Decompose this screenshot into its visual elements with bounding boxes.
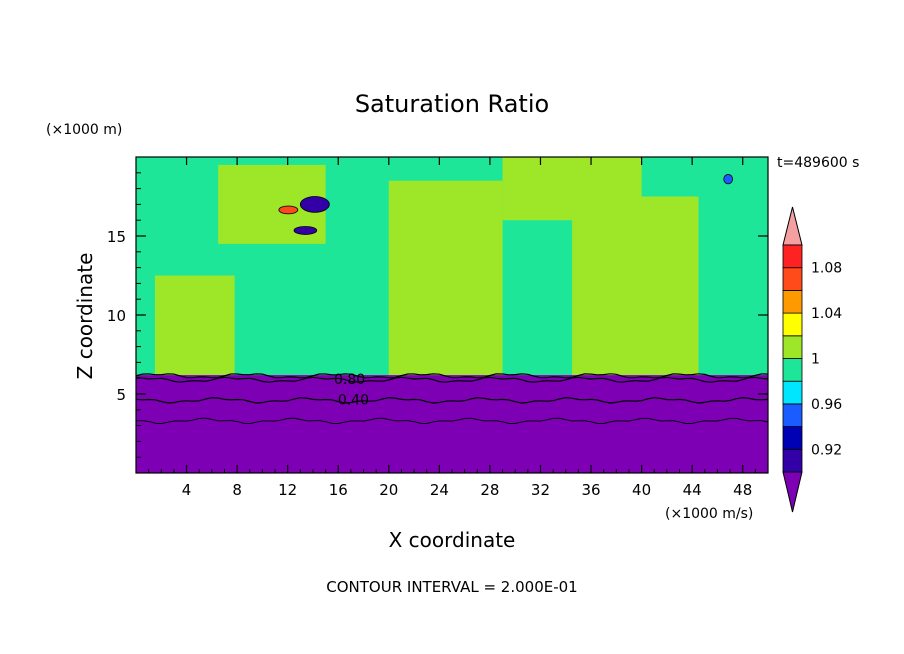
field-region-0	[136, 375, 768, 473]
contour-label-1: 0.40	[338, 392, 369, 408]
colorbar-upper-extension	[782, 206, 803, 246]
contour-label-0: 0.80	[334, 372, 365, 388]
contour-labels: 0.80 0.40	[334, 372, 369, 409]
colorbar-level-4	[782, 358, 803, 382]
x-tick-label-1: 8	[232, 481, 242, 499]
field-region-3	[388, 180, 503, 376]
x-tick-label-5: 24	[430, 481, 449, 499]
colorbar-tick-label-0: 1.08	[811, 261, 842, 277]
field-region-2	[154, 275, 235, 376]
x-tick-label-4: 20	[379, 481, 398, 499]
colorbar-level-5	[782, 335, 803, 359]
colorbar: 1.08 1.04 1 0.96 0.92	[782, 206, 842, 513]
colorbar-tick-label-2: 1	[811, 352, 820, 368]
x-tick-label-0: 4	[182, 481, 192, 499]
x-tick-label-7: 32	[531, 481, 550, 499]
colorbar-tick-label-1: 1.04	[811, 306, 842, 322]
y-axis: 5 10 15	[107, 172, 768, 458]
contour-lines	[136, 373, 768, 425]
colorbar-level-1	[782, 426, 803, 450]
colorbar-level-7	[782, 289, 803, 314]
x-unit-label: (×1000 m/s)	[665, 506, 753, 522]
x-tick-label-11: 48	[733, 481, 752, 499]
x-tick-label-9: 40	[632, 481, 651, 499]
colorbar-tick-label-4: 0.92	[811, 442, 842, 458]
contour-line-2	[136, 396, 768, 404]
x-axis-label: X coordinate	[389, 528, 516, 552]
x-tick-label-6: 28	[480, 481, 499, 499]
y-unit-label: (×1000 m)	[46, 122, 122, 138]
colorbar-level-8	[782, 267, 803, 291]
x-tick-label-2: 12	[278, 481, 297, 499]
colorbar-level-9	[782, 244, 803, 269]
field-region-6	[502, 157, 642, 221]
x-tick-label-10: 44	[683, 481, 702, 499]
y-axis-label: Z coordinate	[73, 253, 97, 380]
colorbar-level-6	[782, 312, 803, 337]
x-axis: 4 8 12 16 20 24 28 32 36 40 44 48	[148, 157, 756, 499]
colorbar-tick-label-3: 0.96	[811, 397, 842, 413]
time-label: t=489600 s	[777, 155, 859, 171]
y-tick-label-2: 15	[107, 228, 126, 246]
field-region-4	[572, 196, 699, 376]
contour-line-0	[136, 373, 768, 379]
chart-title: Saturation Ratio	[355, 90, 549, 118]
plot-area	[136, 157, 768, 473]
x-tick-label-8: 36	[581, 481, 600, 499]
contour-interval-note: CONTOUR INTERVAL = 2.000E-01	[326, 578, 577, 596]
colorbar-level-3	[782, 380, 803, 405]
colorbar-level-2	[782, 403, 803, 427]
field-region-8	[293, 226, 318, 235]
x-tick-label-3: 16	[329, 481, 348, 499]
contour-line-3	[136, 417, 768, 425]
colorbar-level-0	[782, 448, 803, 473]
contour-line-1	[136, 376, 768, 383]
y-tick-label-1: 10	[107, 307, 126, 325]
field-region-7	[299, 196, 330, 213]
field-region-9	[278, 205, 299, 215]
field-region-10	[723, 173, 734, 185]
colorbar-lower-extension	[782, 471, 803, 513]
y-tick-label-0: 5	[116, 386, 126, 404]
